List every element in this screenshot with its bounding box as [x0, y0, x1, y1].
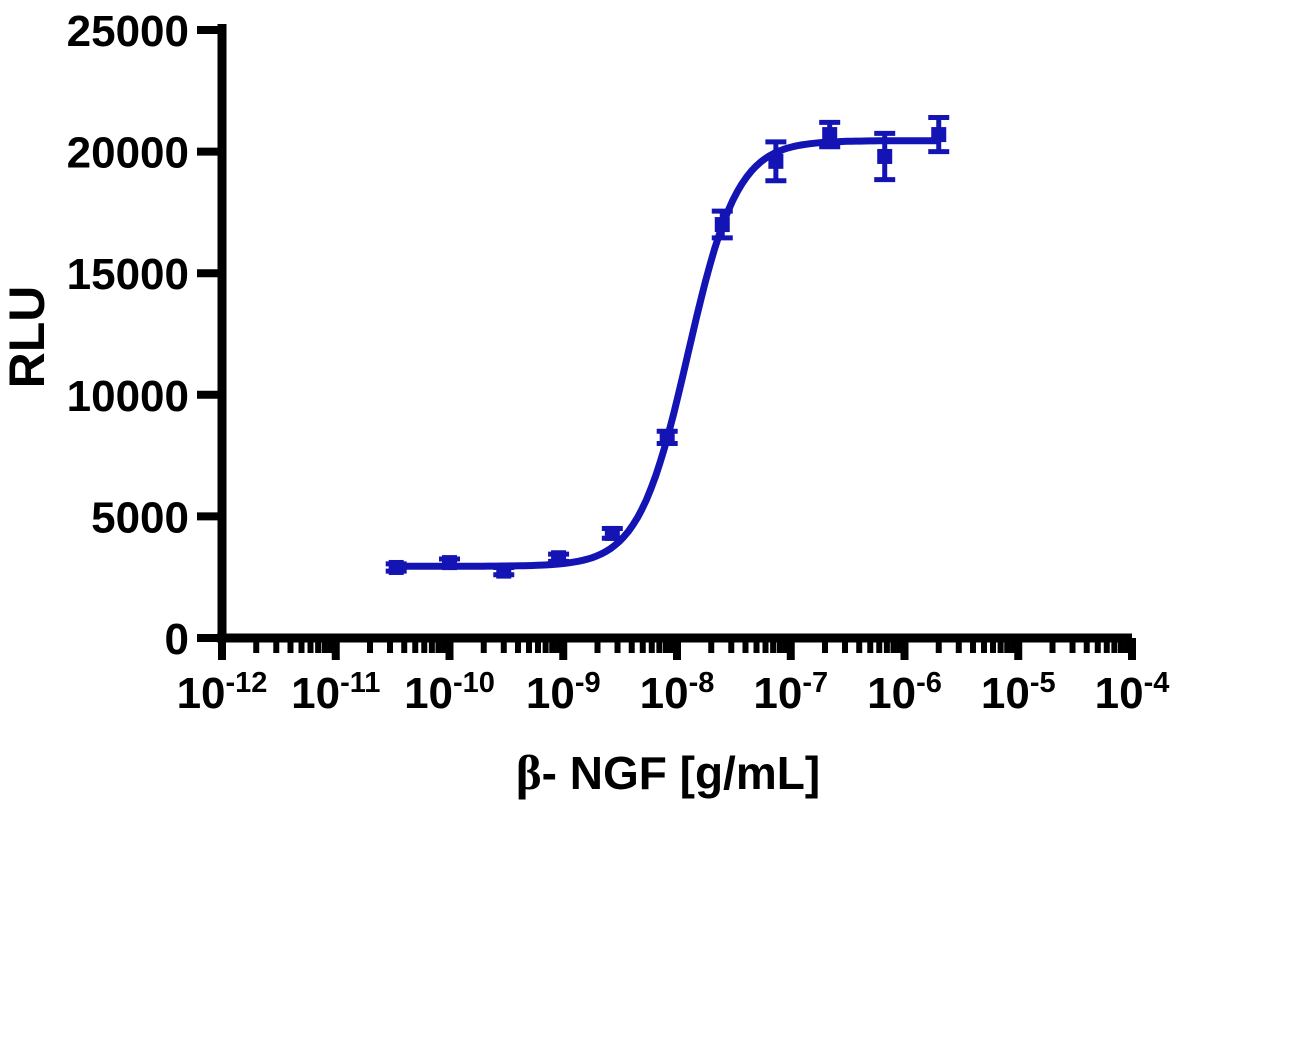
- data-point: [604, 525, 620, 541]
- x-tick-label: 10-8: [640, 667, 715, 718]
- x-tick-label: 10-5: [981, 667, 1056, 718]
- data-point: [496, 563, 512, 579]
- x-tick-label: 10-10: [404, 667, 495, 718]
- data-point: [931, 127, 947, 143]
- data-point: [551, 550, 567, 566]
- plot-area: 0 5000 10000 15000 20000 25000 10-12 10-11 10-10…: [67, 7, 1170, 718]
- x-tick-label: 10-12: [177, 667, 268, 718]
- x-axis-title: β- NGF [g/mL]: [516, 745, 820, 800]
- x-tick-label: 10-7: [753, 667, 828, 718]
- beta-symbol: β: [516, 745, 542, 800]
- data-point: [388, 559, 404, 575]
- y-tick-label: 5000: [91, 493, 189, 542]
- y-tick-label: 0: [165, 615, 189, 664]
- y-tick-label: 15000: [67, 250, 189, 299]
- x-axis-title-text: - NGF [g/mL]: [542, 747, 821, 799]
- data-point: [659, 429, 675, 445]
- y-tick-label: 10000: [67, 372, 189, 421]
- y-tick-label: 20000: [67, 129, 189, 178]
- data-point: [822, 127, 838, 143]
- data-point: [442, 555, 457, 571]
- data-point: [714, 217, 730, 233]
- y-tick-label: 25000: [67, 7, 189, 56]
- x-tick-label: 10-4: [1095, 667, 1170, 718]
- data-point: [877, 148, 893, 164]
- fit-curve: [392, 137, 942, 570]
- y-axis-title: RLU: [0, 286, 55, 389]
- x-tick-label: 10-9: [526, 667, 601, 718]
- x-tick-label: 10-6: [867, 667, 942, 718]
- data-point: [768, 153, 784, 169]
- x-tick-label: 10-11: [291, 667, 380, 718]
